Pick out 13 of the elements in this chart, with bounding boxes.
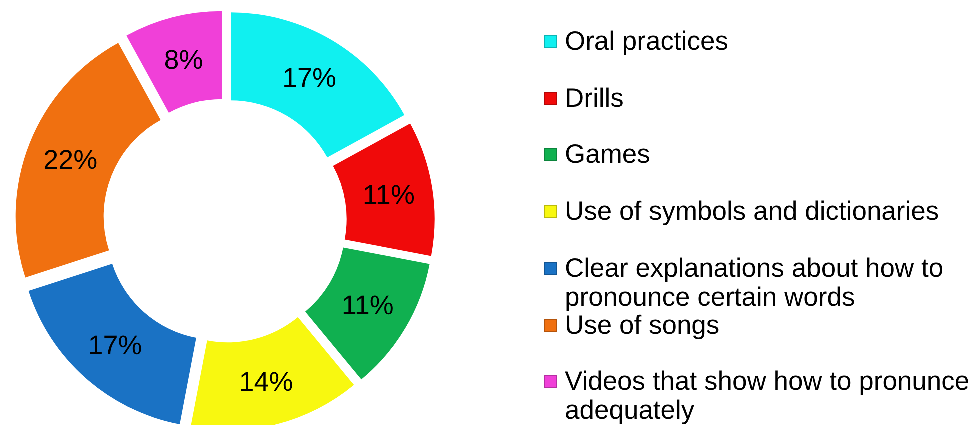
legend-label: Drills [565,82,625,113]
legend-label: Videos that show how to pronunce adequately [565,366,971,425]
data-label: 17% [88,330,142,361]
legend-label: Games [565,139,652,170]
data-label: 17% [282,63,337,94]
data-label: 11% [342,290,394,320]
legend-label: Oral practices [565,26,730,56]
data-label: 11% [362,180,415,210]
legend-label: Use of symbols and dictionaries [565,196,940,226]
data-label: 14% [239,366,294,397]
data-label: 22% [44,144,98,175]
data-label: 8% [164,45,204,76]
legend-label: Clear explanations about how to pronounce certain words [565,252,945,312]
